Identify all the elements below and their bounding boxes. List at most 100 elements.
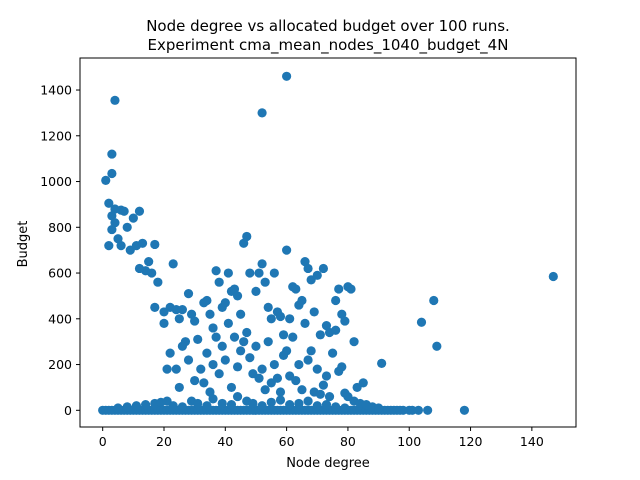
chart-subtitle: Experiment cma_mean_nodes_1040_budget_4N bbox=[148, 36, 509, 55]
y-tick-label: 0 bbox=[64, 403, 72, 418]
data-point bbox=[150, 302, 160, 312]
data-point bbox=[321, 399, 332, 410]
data-point bbox=[321, 371, 332, 381]
data-point bbox=[220, 355, 230, 365]
data-point bbox=[217, 341, 227, 351]
data-point bbox=[303, 355, 313, 365]
data-point bbox=[459, 405, 470, 415]
data-point bbox=[226, 399, 237, 410]
data-point bbox=[257, 259, 267, 269]
y-axis: 0 200 400 600 800 1000 1200 1400 bbox=[40, 83, 80, 418]
data-point bbox=[220, 298, 230, 308]
data-point bbox=[226, 382, 237, 393]
data-point bbox=[423, 405, 433, 415]
data-point bbox=[193, 334, 203, 344]
data-point bbox=[113, 234, 123, 244]
data-point bbox=[196, 364, 206, 374]
data-point bbox=[104, 198, 114, 208]
data-point bbox=[251, 341, 261, 351]
data-point bbox=[134, 206, 145, 216]
data-point bbox=[211, 266, 221, 276]
data-point bbox=[232, 391, 243, 402]
y-axis-label: Budget bbox=[16, 221, 31, 268]
data-point bbox=[318, 263, 328, 274]
data-point bbox=[548, 271, 558, 282]
y-tick-label: 1200 bbox=[40, 128, 72, 143]
y-tick-label: 1000 bbox=[40, 174, 72, 189]
data-point bbox=[223, 318, 233, 328]
data-point bbox=[429, 295, 439, 306]
data-point bbox=[107, 149, 117, 159]
x-tick-label: 120 bbox=[459, 434, 483, 449]
data-point bbox=[245, 268, 255, 278]
data-point bbox=[318, 380, 328, 390]
data-point bbox=[186, 309, 197, 319]
data-point bbox=[312, 401, 322, 411]
data-point bbox=[236, 309, 246, 319]
data-point bbox=[331, 402, 341, 412]
data-point bbox=[242, 327, 252, 338]
data-point bbox=[269, 268, 279, 278]
y-tick-label: 400 bbox=[48, 311, 72, 326]
data-point bbox=[110, 218, 120, 228]
data-point bbox=[183, 355, 194, 365]
data-point bbox=[168, 401, 178, 411]
plot-frame bbox=[79, 57, 577, 428]
data-point bbox=[239, 238, 249, 248]
data-point bbox=[337, 362, 347, 372]
data-point bbox=[119, 206, 129, 216]
data-point bbox=[110, 95, 120, 105]
data-point bbox=[263, 337, 273, 347]
x-tick-label: 60 bbox=[279, 434, 295, 449]
data-point bbox=[107, 211, 117, 221]
data-point bbox=[165, 348, 175, 358]
data-point bbox=[211, 332, 221, 342]
data-point bbox=[257, 108, 267, 118]
data-point bbox=[254, 268, 264, 278]
data-point bbox=[134, 263, 145, 274]
data-point bbox=[177, 341, 187, 351]
data-point bbox=[147, 268, 157, 278]
data-point bbox=[334, 284, 344, 294]
data-point bbox=[199, 378, 209, 388]
chart-title: Node degree vs allocated budget over 100… bbox=[146, 17, 510, 35]
data-point bbox=[266, 397, 276, 407]
data-point bbox=[150, 239, 160, 250]
data-point bbox=[377, 358, 387, 368]
data-point bbox=[144, 257, 154, 267]
data-point bbox=[122, 222, 132, 232]
data-point bbox=[174, 382, 184, 393]
data-point bbox=[193, 398, 203, 409]
data-point bbox=[263, 302, 273, 312]
data-point bbox=[288, 332, 298, 342]
data-point bbox=[291, 284, 301, 294]
data-point bbox=[315, 330, 325, 340]
data-point bbox=[254, 373, 264, 383]
data-point bbox=[340, 403, 350, 413]
data-point bbox=[269, 359, 279, 370]
data-point bbox=[309, 307, 319, 317]
data-point bbox=[272, 373, 283, 383]
data-point bbox=[303, 396, 313, 406]
data-point bbox=[303, 263, 313, 274]
data-point bbox=[248, 398, 258, 409]
x-axis-label: Node degree bbox=[286, 456, 370, 471]
data-point bbox=[208, 323, 218, 333]
data-point bbox=[324, 391, 335, 402]
data-point bbox=[294, 359, 304, 370]
data-point bbox=[328, 348, 338, 358]
data-point bbox=[232, 362, 243, 372]
data-point bbox=[282, 71, 292, 81]
data-point bbox=[294, 398, 304, 409]
data-point bbox=[208, 394, 218, 404]
data-point bbox=[285, 399, 295, 410]
data-point bbox=[257, 364, 267, 374]
data-point bbox=[107, 168, 117, 179]
data-point bbox=[205, 309, 215, 319]
data-point bbox=[285, 314, 295, 324]
data-point bbox=[229, 332, 240, 342]
data-point bbox=[266, 314, 276, 324]
x-tick-label: 140 bbox=[520, 434, 544, 449]
data-point bbox=[373, 403, 384, 413]
